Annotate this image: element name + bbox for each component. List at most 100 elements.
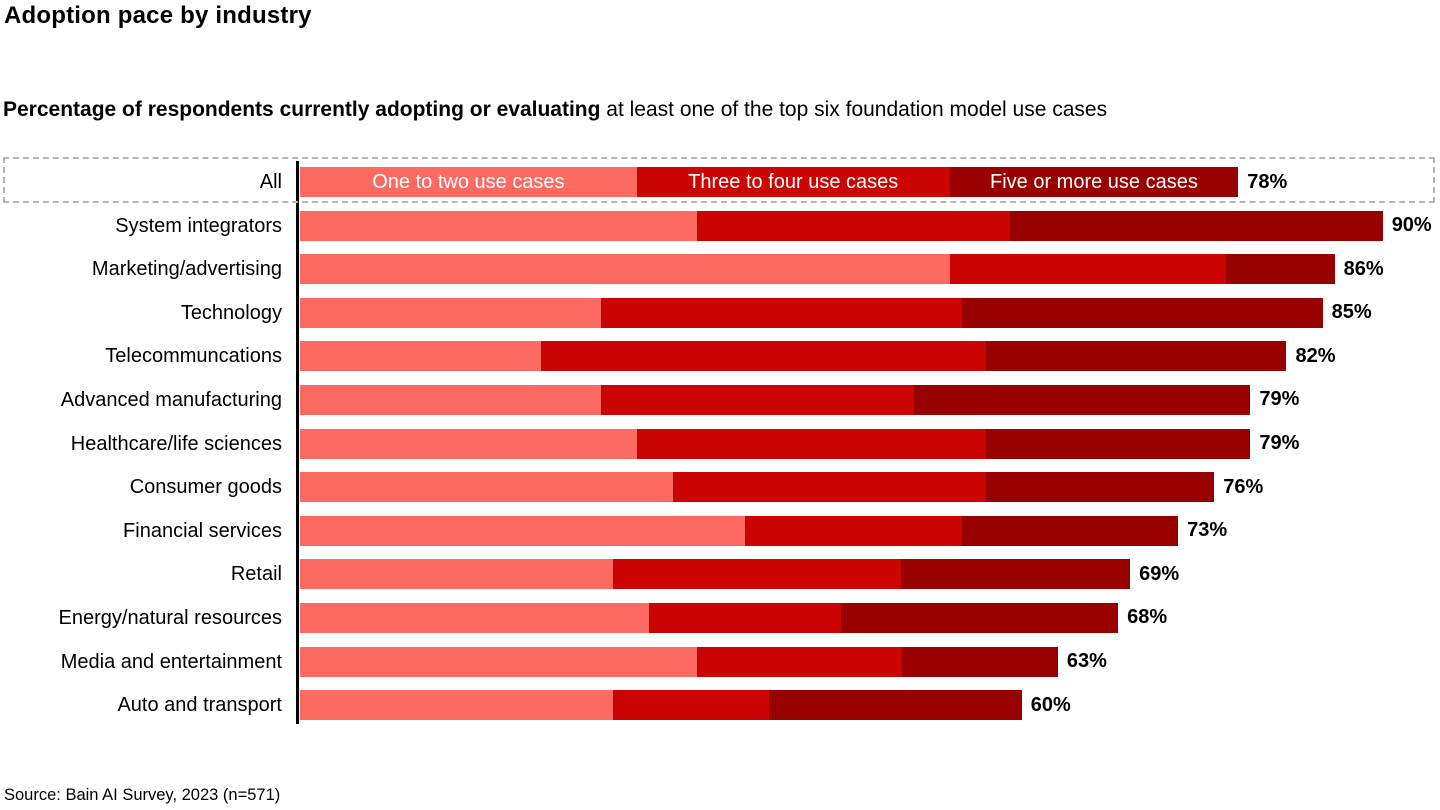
value-label: 78% — [1247, 170, 1288, 193]
bar-segment: One to two use cases — [300, 167, 637, 197]
category-label: System integrators — [115, 214, 282, 237]
category-label: Energy/natural resources — [58, 606, 282, 629]
bar-segment — [697, 646, 902, 677]
value-label: 85% — [1331, 301, 1372, 324]
category-label: Financial services — [123, 519, 282, 542]
bar-segment — [300, 602, 649, 633]
bar-segment — [540, 341, 986, 372]
bar-segment — [600, 297, 962, 328]
category-label: Healthcare/life sciences — [70, 432, 282, 455]
chart-row: Telecommuncations 82% — [0, 341, 1440, 372]
bar-segment — [697, 210, 1010, 241]
bar-segment — [1226, 254, 1335, 285]
bar-segment — [612, 559, 902, 590]
stacked-bar: 76% — [300, 472, 1264, 503]
chart-row: Energy/natural resources 68% — [0, 602, 1440, 633]
bar-segment — [1009, 210, 1383, 241]
category-label: Marketing/advertising — [91, 258, 282, 281]
category-label: Auto and transport — [117, 694, 282, 717]
stacked-bar: 68% — [300, 602, 1168, 633]
bar-segment — [769, 690, 1022, 721]
chart-row: Healthcare/life sciences 79% — [0, 428, 1440, 459]
bar-segment — [636, 428, 986, 459]
stacked-bar: 73% — [300, 515, 1228, 546]
chart-row: Media and entertainment 63% — [0, 646, 1440, 677]
bar-segment — [300, 341, 541, 372]
chart-row: Advanced manufacturing 79% — [0, 384, 1440, 415]
chart-row: All One to two use cases Three to four use… — [0, 157, 1440, 203]
value-label: 76% — [1223, 475, 1264, 498]
bar-segment — [745, 515, 962, 546]
bar-segment — [600, 384, 914, 415]
bar-segment — [300, 646, 697, 677]
chart-row: Technology 85% — [0, 297, 1440, 328]
stacked-bar: 86% — [300, 254, 1384, 285]
stacked-bar: 60% — [300, 690, 1071, 721]
bar-segment — [901, 559, 1131, 590]
stacked-bar: 85% — [300, 297, 1372, 328]
bar-segment — [961, 297, 1323, 328]
bar-segment — [841, 602, 1119, 633]
chart-row: Consumer goods 76% — [0, 472, 1440, 503]
legend-label: Three to four use cases — [688, 170, 899, 193]
page-title: Adoption pace by industry — [4, 2, 312, 29]
chart-row: Marketing/advertising 86% — [0, 254, 1440, 285]
bar-segment — [300, 210, 697, 241]
category-label: Retail — [230, 563, 282, 586]
bar-segment — [901, 646, 1058, 677]
bar-segment: Three to four use cases — [636, 167, 950, 197]
legend-label: One to two use cases — [372, 170, 565, 193]
source-note: Source: Bain AI Survey, 2023 (n=571) — [4, 786, 281, 804]
chart-row: Auto and transport 60% — [0, 690, 1440, 721]
bar-segment — [300, 515, 746, 546]
bar-segment — [985, 428, 1251, 459]
bar-segment — [300, 690, 613, 721]
category-label: Media and entertainment — [60, 650, 282, 673]
value-label: 86% — [1343, 257, 1384, 280]
legend-label: Five or more use cases — [990, 170, 1198, 193]
bar-segment — [612, 690, 770, 721]
chart-row: System integrators 90% — [0, 210, 1440, 241]
bar-segment — [300, 559, 613, 590]
category-label: Consumer goods — [129, 476, 282, 499]
value-label: 82% — [1295, 344, 1336, 367]
bar-segment: Five or more use cases — [949, 167, 1239, 197]
stacked-bar: 82% — [300, 341, 1336, 372]
stacked-bar: 79% — [300, 428, 1300, 459]
bar-segment — [961, 515, 1179, 546]
value-label: 79% — [1259, 432, 1300, 455]
bar-segment — [300, 428, 637, 459]
category-label: Telecommuncations — [105, 345, 282, 368]
value-label: 90% — [1391, 214, 1432, 237]
subtitle-bold-text: Percentage of respondents currently adop… — [3, 98, 601, 121]
value-label: 63% — [1066, 650, 1107, 673]
bar-segment — [300, 472, 673, 503]
bar-segment — [300, 254, 950, 285]
chart-subtitle: Percentage of respondents currently adop… — [3, 98, 1107, 122]
value-label: 60% — [1030, 693, 1071, 716]
category-label: Advanced manufacturing — [60, 388, 282, 411]
bar-segment — [985, 472, 1215, 503]
category-label: All — [259, 171, 282, 193]
chart-row: Retail 69% — [0, 559, 1440, 590]
stacked-bar: One to two use cases Three to four use ca… — [300, 167, 1287, 197]
stacked-bar: 79% — [300, 384, 1300, 415]
category-label: Technology — [180, 301, 282, 324]
stacked-bar-chart: All One to two use cases Three to four use… — [0, 157, 1440, 734]
bar-segment — [949, 254, 1227, 285]
stacked-bar: 63% — [300, 646, 1107, 677]
value-label: 69% — [1139, 562, 1180, 585]
bar-segment — [913, 384, 1251, 415]
bar-segment — [672, 472, 986, 503]
bar-segment — [300, 384, 601, 415]
stacked-bar: 90% — [300, 210, 1432, 241]
chart-row: Financial services 73% — [0, 515, 1440, 546]
stacked-bar: 69% — [300, 559, 1180, 590]
bar-segment — [985, 341, 1287, 372]
value-label: 68% — [1127, 606, 1168, 629]
bar-segment — [648, 602, 842, 633]
value-label: 73% — [1187, 519, 1228, 542]
value-label: 79% — [1259, 388, 1300, 411]
subtitle-regular-text: at least one of the top six foundation m… — [600, 98, 1108, 121]
